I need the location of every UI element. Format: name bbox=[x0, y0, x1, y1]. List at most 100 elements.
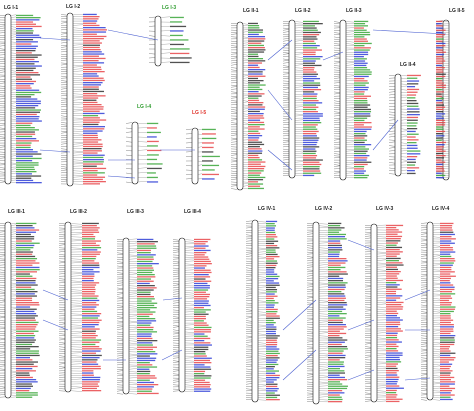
position-tick bbox=[0, 365, 6, 367]
marker-label bbox=[82, 244, 100, 247]
marker-label bbox=[407, 114, 420, 116]
marker-label bbox=[16, 94, 35, 96]
marker-label bbox=[440, 286, 455, 288]
position-tick bbox=[245, 282, 253, 285]
marker-label bbox=[266, 304, 275, 306]
position-tick bbox=[116, 254, 124, 256]
marker-label bbox=[248, 117, 265, 119]
marker-link bbox=[10, 155, 17, 157]
marker-link bbox=[257, 291, 267, 293]
position-tick bbox=[172, 271, 180, 273]
marker-label bbox=[328, 264, 341, 266]
position-tick bbox=[58, 287, 66, 288]
marker-link bbox=[400, 134, 408, 136]
marker-label bbox=[194, 276, 211, 278]
marker-label bbox=[83, 66, 102, 68]
marker-link bbox=[128, 393, 138, 395]
marker-label bbox=[266, 306, 274, 308]
marker-label bbox=[194, 254, 205, 256]
position-tick bbox=[420, 243, 428, 245]
marker-link bbox=[10, 389, 17, 391]
marker-link bbox=[294, 98, 304, 100]
marker-label bbox=[83, 106, 104, 108]
marker-label bbox=[16, 173, 32, 175]
marker-link bbox=[294, 151, 304, 153]
marker-link bbox=[257, 253, 267, 255]
position-tick bbox=[364, 260, 372, 261]
position-tick bbox=[420, 372, 428, 374]
position-tick bbox=[306, 295, 314, 298]
marker-link bbox=[318, 323, 329, 325]
marker-link bbox=[70, 229, 83, 231]
marker-label bbox=[16, 315, 38, 317]
marker-link bbox=[10, 62, 17, 65]
position-tick bbox=[333, 75, 341, 77]
marker-label bbox=[137, 359, 156, 362]
marker-label bbox=[16, 341, 35, 343]
marker-label bbox=[16, 74, 41, 76]
marker-link bbox=[318, 279, 329, 281]
marker-label bbox=[436, 108, 444, 111]
marker-label bbox=[82, 359, 98, 361]
marker-label bbox=[328, 280, 344, 282]
marker-link bbox=[257, 335, 267, 337]
position-tick bbox=[245, 255, 253, 257]
marker-link bbox=[70, 372, 83, 374]
marker-label bbox=[386, 319, 403, 321]
marker-label bbox=[436, 84, 446, 86]
position-tick bbox=[230, 45, 238, 47]
marker-link bbox=[128, 256, 138, 258]
marker-label bbox=[386, 361, 402, 363]
marker-label bbox=[194, 346, 209, 348]
position-tick bbox=[172, 373, 180, 375]
marker-label bbox=[248, 36, 266, 38]
position-tick bbox=[388, 139, 396, 141]
position-tick bbox=[230, 33, 238, 35]
marker-label bbox=[266, 368, 274, 370]
marker-label bbox=[266, 271, 275, 273]
position-tick bbox=[0, 354, 6, 356]
position-tick bbox=[116, 339, 124, 341]
marker-label bbox=[266, 390, 278, 392]
position-tick bbox=[58, 237, 66, 240]
marker-label bbox=[248, 49, 266, 51]
marker-link bbox=[257, 324, 267, 326]
position-tick bbox=[0, 269, 6, 271]
marker-label bbox=[407, 125, 417, 127]
marker-label bbox=[248, 150, 263, 152]
position-tick bbox=[230, 88, 238, 90]
marker-label bbox=[202, 137, 217, 140]
position-tick bbox=[388, 162, 396, 164]
marker-label bbox=[386, 387, 404, 389]
position-tick bbox=[306, 259, 314, 262]
marker-label bbox=[83, 24, 100, 27]
marker-link bbox=[70, 282, 83, 284]
lg-label-III-4: LG III-4 bbox=[184, 209, 201, 215]
marker-label bbox=[194, 296, 210, 298]
marker-label bbox=[440, 337, 455, 339]
marker-label bbox=[436, 102, 444, 104]
marker-label bbox=[440, 258, 455, 260]
marker-label bbox=[407, 150, 421, 152]
marker-label bbox=[328, 273, 348, 275]
position-tick bbox=[58, 224, 66, 226]
position-tick bbox=[245, 378, 253, 381]
marker-link bbox=[257, 257, 267, 260]
marker-label bbox=[303, 144, 317, 146]
position-tick bbox=[282, 99, 290, 101]
marker-label bbox=[303, 53, 316, 56]
marker-link bbox=[10, 298, 17, 300]
chromosome-bar bbox=[370, 223, 378, 403]
marker-link bbox=[242, 110, 249, 112]
marker-label bbox=[328, 379, 348, 381]
marker-label bbox=[83, 20, 98, 22]
marker-link bbox=[318, 399, 329, 401]
position-tick bbox=[230, 111, 238, 113]
marker-label bbox=[194, 348, 209, 351]
marker-label bbox=[386, 312, 399, 315]
marker-label bbox=[137, 320, 157, 322]
position-tick bbox=[230, 62, 238, 64]
marker-link bbox=[400, 150, 408, 152]
chromosome-bar bbox=[394, 73, 402, 177]
marker-link bbox=[318, 315, 329, 317]
